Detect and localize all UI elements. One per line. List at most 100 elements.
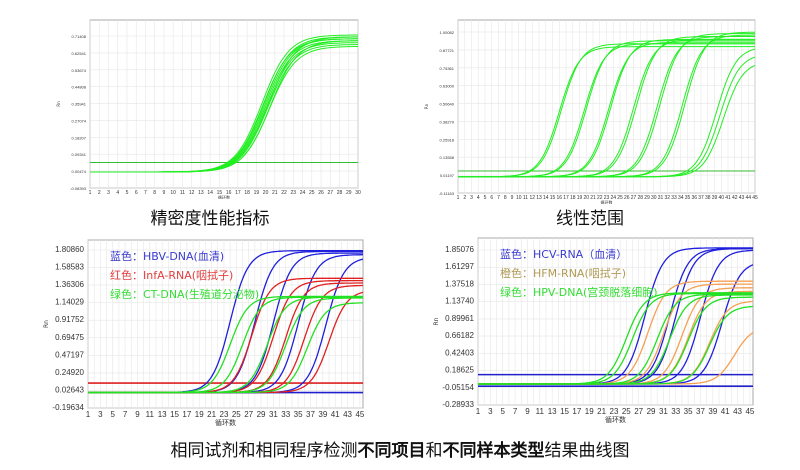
amplification-curve	[88, 302, 363, 394]
amplification-curve	[90, 40, 358, 173]
x-tick-label: 27	[244, 410, 253, 419]
x-tick-label: 31	[659, 407, 668, 416]
legend-entry: 蓝色：HCV-RNA（血清）	[500, 247, 627, 261]
y-tick-label: 0.02643	[55, 385, 84, 394]
y-tick-label: 0.18625	[445, 366, 474, 375]
x-tick-label: 42	[732, 195, 738, 201]
x-tick-label: 26	[318, 190, 324, 196]
x-tick-label: 9	[163, 190, 166, 196]
y-tick-label: 0.66182	[445, 331, 474, 340]
x-tick-label: 43	[739, 195, 745, 201]
linearity-chart: -0.11163 0.01197 0.13558 0.25918 0.38279 0.50…	[424, 19, 758, 204]
y-tick-label: -0.11163	[439, 191, 455, 196]
y-tick-label: 0.44808	[72, 85, 87, 90]
caption-part: 相同试剂和相同程序检测	[170, 441, 358, 461]
x-tick-label: 11	[180, 190, 185, 196]
x-tick-label: 11	[523, 195, 528, 201]
amplification-curve	[478, 305, 754, 385]
y-tick-label: 0.25918	[440, 137, 455, 142]
x-tick-label: 14	[207, 190, 213, 196]
legend-entry: 绿色：HPV-DNA(宫颈脱落细胞)	[500, 285, 658, 299]
y-tick-label: -0.28933	[442, 400, 474, 409]
y-tick-label: 1.13740	[445, 297, 474, 306]
y-tick-label: 0.09341	[72, 152, 87, 157]
x-tick-label: 15	[560, 407, 569, 416]
x-tick-label: 35	[684, 407, 693, 416]
x-tick-label: 7	[144, 190, 147, 196]
y-tick-label: 0.50640	[440, 102, 455, 107]
caption-bold: 不同样本类型	[442, 441, 545, 461]
x-tick-label: 13	[536, 195, 542, 201]
y-tick-label: -0.05154	[442, 383, 474, 392]
x-tick-label: 14	[543, 195, 549, 201]
x-tick-label: 29	[346, 190, 352, 196]
y-tick-label: 0.24920	[55, 368, 84, 377]
x-tick-label: 45	[355, 410, 364, 419]
x-tick-label: 15	[217, 190, 223, 196]
x-tick-label: 21	[590, 195, 596, 201]
x-tick-label: 31	[269, 410, 278, 419]
caption-linearity: 线性范围	[556, 209, 624, 229]
x-axis-label: 循环数	[605, 415, 626, 424]
y-tick-label: 1.61297	[445, 262, 474, 271]
y-axis-label: Rn	[424, 103, 429, 109]
x-tick-label: 10	[170, 190, 176, 196]
x-tick-label: 34	[678, 195, 684, 201]
x-tick-label: 25	[622, 407, 631, 416]
y-tick-label: 0.87721	[440, 48, 455, 53]
multi-project-chart-left: -0.19634 0.02643 0.24920 0.47197 0.69475 0.91…	[43, 239, 365, 426]
x-tick-label: 10	[516, 195, 522, 201]
x-tick-label: 19	[195, 410, 204, 419]
x-tick-label: 16	[556, 195, 562, 201]
y-tick-label: 1.58583	[55, 263, 84, 272]
bottom-caption: 相同试剂和相同程序检测不同项目和不同样本类型结果曲线图	[0, 436, 800, 461]
x-tick-label: 37	[698, 195, 704, 201]
x-tick-label: 28	[637, 195, 643, 201]
x-tick-label: 22	[281, 190, 287, 196]
x-tick-label: 19	[254, 190, 260, 196]
x-tick-label: 27	[634, 407, 643, 416]
x-tick-label: 13	[158, 410, 167, 419]
x-tick-label: 25	[309, 190, 315, 196]
x-tick-label: 7	[123, 410, 128, 419]
y-tick-label: 1.80860	[55, 245, 84, 254]
x-tick-label: 19	[585, 407, 594, 416]
x-tick-label: 24	[610, 195, 616, 201]
y-axis-label: Rn	[433, 317, 440, 325]
x-tick-label: 6	[490, 195, 493, 201]
x-tick-label: 17	[563, 195, 569, 201]
y-tick-label: 0.42403	[445, 348, 474, 357]
x-axis-label: 循环数	[218, 194, 230, 199]
x-tick-label: 21	[597, 407, 606, 416]
x-tick-label: 2	[463, 195, 466, 201]
x-tick-label: 20	[583, 195, 589, 201]
x-tick-label: 26	[624, 195, 630, 201]
y-axis-label: Rn	[43, 320, 50, 328]
y-tick-label: 0.13558	[440, 155, 455, 160]
y-tick-label: 1.85076	[445, 245, 474, 254]
x-tick-label: 7	[497, 195, 500, 201]
y-tick-label: 0.27074	[72, 118, 87, 123]
x-tick-label: 4	[116, 190, 119, 196]
x-tick-label: 27	[327, 190, 333, 196]
x-tick-label: 22	[597, 195, 603, 201]
x-tick-label: 32	[664, 195, 670, 201]
y-tick-label: 0.91752	[55, 315, 84, 324]
x-tick-label: 19	[577, 195, 583, 201]
x-tick-label: 7	[513, 407, 518, 416]
x-tick-label: 41	[725, 195, 731, 201]
legend-entry: 橙色：HFM-RNA(咽拭子)	[500, 266, 626, 280]
x-tick-label: 8	[153, 190, 156, 196]
x-tick-label: 43	[733, 407, 742, 416]
y-tick-label: 1.37518	[445, 279, 474, 288]
x-tick-label: 18	[244, 190, 250, 196]
x-tick-label: 23	[604, 195, 610, 201]
x-tick-label: 41	[331, 410, 340, 419]
y-tick-label: 0.38279	[440, 119, 455, 124]
x-tick-label: 33	[281, 410, 290, 419]
x-tick-label: 28	[337, 190, 343, 196]
y-tick-label: 1.00082	[440, 30, 455, 35]
x-tick-label: 5	[500, 407, 505, 416]
x-tick-label: 20	[263, 190, 269, 196]
x-tick-label: 37	[306, 410, 315, 419]
